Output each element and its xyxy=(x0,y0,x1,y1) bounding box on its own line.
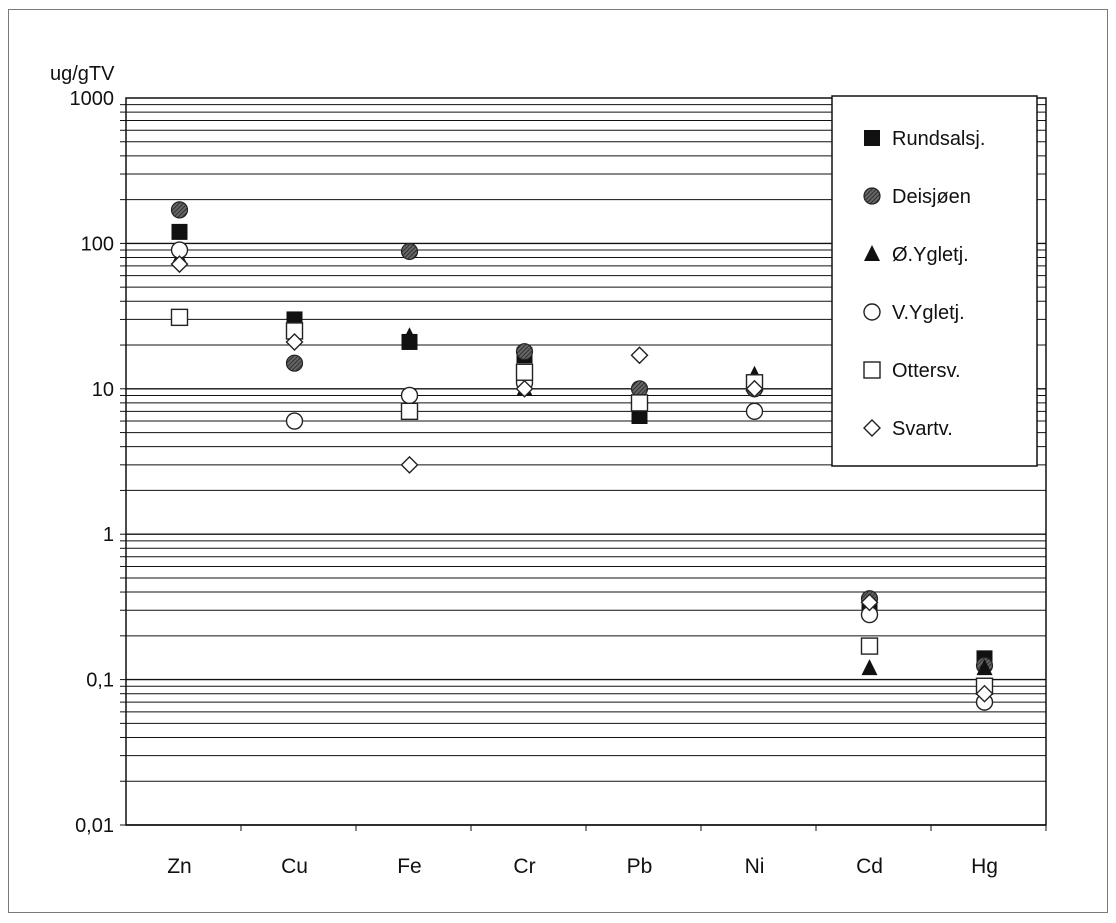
legend-entry-label: Svartv. xyxy=(892,418,953,440)
series-5 xyxy=(170,255,994,703)
x-category-label: Cu xyxy=(281,855,308,878)
data-point xyxy=(976,659,993,676)
legend-entry-label: Ø.Ygletj. xyxy=(892,244,969,266)
y-tick-label: 10 xyxy=(92,379,114,401)
y-tick-label: 100 xyxy=(81,233,114,255)
legend-marker xyxy=(864,245,880,261)
data-point xyxy=(285,412,304,430)
legend-marker xyxy=(863,419,881,437)
data-point xyxy=(400,455,419,474)
data-point xyxy=(630,394,649,412)
y-tick-label: 0,1 xyxy=(86,670,114,692)
x-category-label: Zn xyxy=(167,855,192,878)
y-axis-unit-label: ug/gTV xyxy=(50,63,115,85)
data-point xyxy=(285,354,304,372)
data-point xyxy=(170,201,189,219)
legend-marker xyxy=(863,187,881,205)
x-category-label: Ni xyxy=(745,855,765,878)
y-tick-label: 1 xyxy=(103,524,114,546)
data-point xyxy=(401,327,418,344)
legend-box xyxy=(831,95,1038,467)
legend: Rundsalsj. Deisjøen Ø.Ygletj. V.Ygletj. Otte… xyxy=(831,95,1038,467)
data-point xyxy=(975,684,994,703)
x-category-label: Cd xyxy=(856,855,883,878)
data-point xyxy=(860,593,879,612)
data-point xyxy=(515,363,534,381)
data-point xyxy=(515,343,534,361)
y-tick-label: 1000 xyxy=(70,88,115,110)
legend-marker xyxy=(863,303,881,321)
data-point xyxy=(400,386,419,405)
data-point xyxy=(400,402,419,421)
data-point xyxy=(171,223,188,240)
data-point xyxy=(861,659,878,676)
data-point xyxy=(170,308,189,327)
legend-marker xyxy=(864,130,880,146)
data-point xyxy=(400,242,419,261)
x-category-label: Fe xyxy=(397,855,422,878)
y-tick-label: 0,01 xyxy=(75,815,114,837)
legend-entry-label: V.Ygletj. xyxy=(892,302,965,324)
x-category-label: Pb xyxy=(627,855,653,878)
data-point xyxy=(170,255,189,274)
data-point xyxy=(860,637,879,655)
legend-marker xyxy=(863,361,881,379)
data-point xyxy=(630,346,649,365)
data-point xyxy=(745,379,764,398)
legend-entry-label: Deisjøen xyxy=(892,186,971,208)
y-axis-ticks: 1000 100 10 1 0,1 0,01 xyxy=(70,88,115,837)
x-axis-categories: Zn Cu Fe Cr Pb Ni Cd Hg xyxy=(167,825,1047,878)
data-point xyxy=(285,332,304,351)
legend-entry-label: Rundsalsj. xyxy=(892,128,985,150)
x-category-label: Hg xyxy=(971,855,998,878)
legend-entry-label: Ottersv. xyxy=(892,360,961,382)
data-point xyxy=(515,379,534,398)
data-point xyxy=(745,402,764,421)
x-category-label: Cr xyxy=(513,855,535,878)
data-points xyxy=(170,201,994,711)
